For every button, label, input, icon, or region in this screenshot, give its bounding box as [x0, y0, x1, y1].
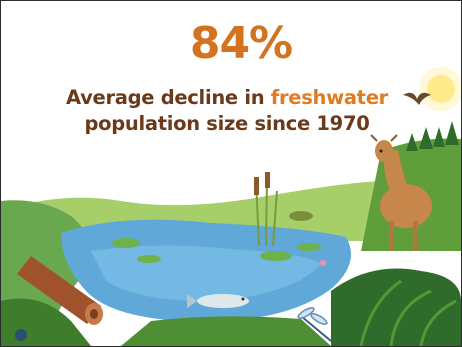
logo-mark-icon [15, 329, 27, 341]
frog-icon [289, 211, 313, 221]
fern-bank [331, 268, 461, 346]
reeds [254, 172, 278, 247]
headline-stat: 84% [189, 18, 293, 69]
dragonfly-icon [297, 307, 332, 342]
lily-pads [112, 238, 326, 266]
deer-icon [370, 134, 432, 251]
fish-icon [187, 294, 249, 308]
foreground-bank [121, 316, 331, 346]
subtitle-line2: population size since 1970 [84, 112, 370, 135]
headline-subtitle: Average decline in freshwater population… [37, 85, 417, 137]
log-icon [17, 256, 103, 325]
fern-fronds [359, 279, 457, 346]
subtitle-highlight: freshwater [270, 86, 388, 109]
tree-line [406, 121, 459, 151]
bird-icon [403, 92, 431, 105]
sun-icon [419, 67, 461, 111]
subtitle-prefix: Average decline in [66, 86, 265, 109]
